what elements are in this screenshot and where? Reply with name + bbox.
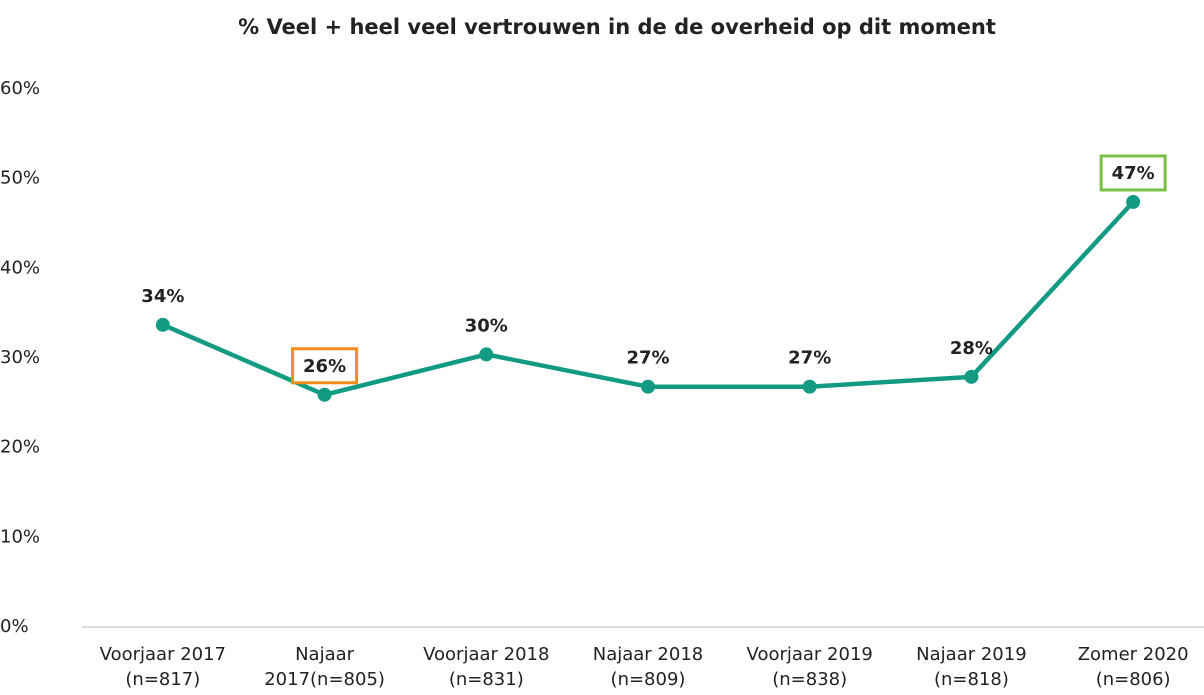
- point: [1126, 194, 1141, 209]
- x-tick-label: Najaar: [295, 644, 355, 665]
- y-tick-label: 0%: [0, 616, 29, 637]
- x-tick-label: (n=831): [449, 669, 524, 690]
- y-tick-label: 30%: [0, 347, 40, 368]
- x-tick-label: Najaar 2019: [916, 644, 1027, 665]
- y-tick-label: 50%: [0, 168, 40, 189]
- y-tick-label: 60%: [0, 78, 40, 99]
- point: [155, 317, 170, 332]
- x-tick-label: (n=818): [934, 669, 1009, 690]
- x-tick-label: 2017(n=805): [264, 669, 385, 690]
- value-label: 26%: [303, 356, 346, 377]
- x-tick-label: Najaar 2018: [593, 644, 704, 665]
- point: [964, 369, 979, 384]
- x-tick-label: (n=838): [772, 669, 847, 690]
- point: [317, 387, 332, 402]
- y-tick-label: 20%: [0, 437, 40, 458]
- x-tick-label: Voorjaar 2019: [747, 644, 873, 665]
- point: [641, 379, 655, 394]
- y-tick-label: 10%: [0, 526, 40, 547]
- label-box: [291, 347, 359, 385]
- chart-title: % Veel + heel veel vertrouwen in de de o…: [238, 15, 996, 39]
- value-label: 27%: [626, 348, 669, 369]
- value-label: 47%: [1112, 163, 1155, 184]
- value-label: 27%: [788, 348, 831, 369]
- x-tick-label: (n=809): [611, 669, 686, 690]
- label-box: [1099, 154, 1167, 192]
- value-label: 30%: [465, 315, 508, 336]
- y-tick-label: 40%: [0, 257, 40, 278]
- x-tick-label: (n=817): [125, 669, 200, 690]
- x-tick-label: Voorjaar 2017: [100, 644, 226, 665]
- point: [802, 379, 817, 394]
- x-tick-label: Zomer 2020: [1078, 644, 1189, 665]
- value-label: 28%: [950, 338, 993, 359]
- x-tick-label: (n=806): [1096, 669, 1171, 690]
- point: [479, 347, 494, 362]
- value-label: 34%: [141, 286, 184, 307]
- x-tick-label: Voorjaar 2018: [423, 644, 549, 665]
